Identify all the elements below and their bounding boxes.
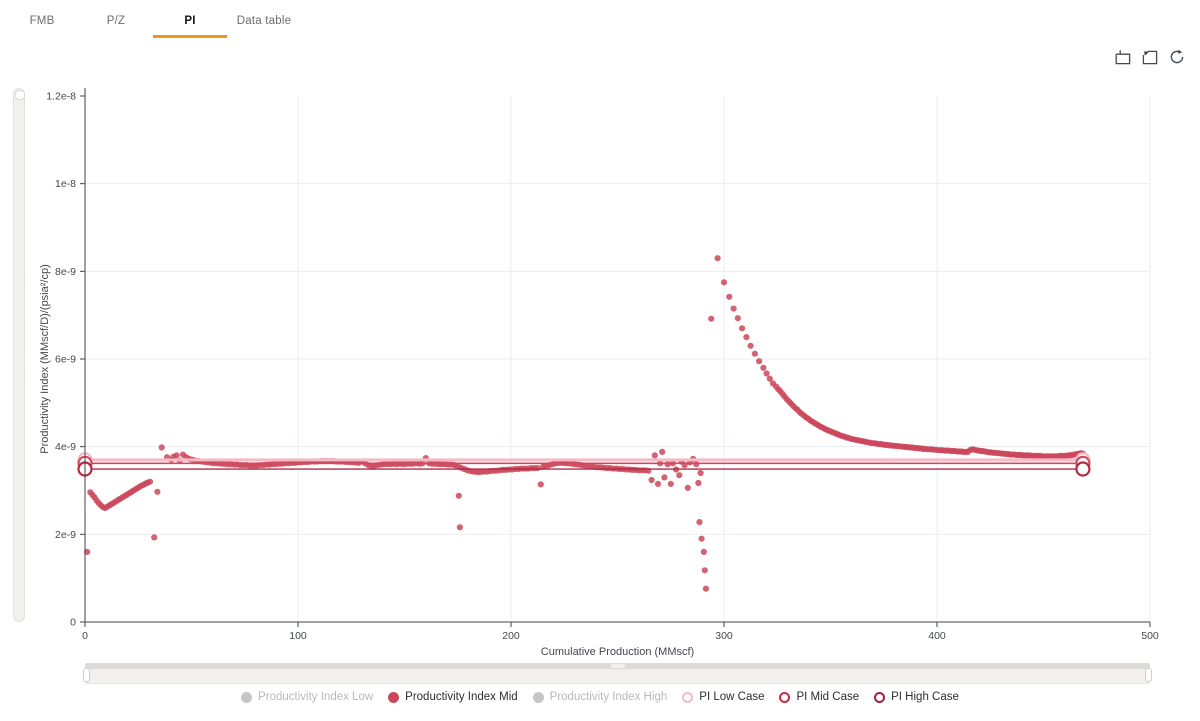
- x-range-slider-track[interactable]: [85, 663, 1150, 669]
- pi-case-lines: [77, 452, 1091, 477]
- x-tick-label: 400: [928, 630, 946, 642]
- tab-pi[interactable]: PI: [153, 6, 227, 38]
- y-axis-range-slider[interactable]: [13, 88, 25, 622]
- legend-dot-icon: [532, 691, 544, 703]
- legend-item-pi-low-case[interactable]: PI Low Case: [682, 691, 764, 703]
- y-tick-label: 1e-8: [55, 178, 76, 190]
- legend-dot-icon: [241, 691, 253, 703]
- x-range-slider-left-handle[interactable]: [83, 668, 90, 682]
- legend-label: PI Mid Case: [796, 691, 860, 703]
- tab-bar: FMB P/Z PI Data table: [5, 6, 301, 38]
- y-axis-title: Productivity Index (MMscf/D)/(psia²/cp): [39, 264, 51, 453]
- y-tick-label: 6e-9: [55, 354, 76, 366]
- case-line-end-marker: [1075, 461, 1091, 477]
- x-tick-label: 200: [502, 630, 520, 642]
- legend-label: Productivity Index High: [549, 691, 668, 703]
- tab-data-table[interactable]: Data table: [227, 6, 301, 38]
- legend-label: PI Low Case: [699, 691, 765, 703]
- legend-item-productivity-index-mid[interactable]: Productivity Index Mid: [388, 691, 518, 703]
- axes: 0 2e-9 4e-9 6e-9 8e-9 1e-8 1.2e-8 0 100 200 300 400…: [39, 88, 1159, 658]
- chart-legend: Productivity Index Low Productivity Index…: [0, 691, 1200, 703]
- tab-fmb[interactable]: FMB: [5, 6, 79, 38]
- gridlines: [85, 96, 1151, 622]
- legend-ring-icon: [779, 691, 791, 703]
- x-tick-label: 100: [289, 630, 307, 642]
- x-axis-title: Cumulative Production (MMscf): [541, 646, 694, 658]
- y-tick-label: 1.2e-8: [46, 91, 76, 103]
- x-range-slider-right-handle[interactable]: [1145, 668, 1152, 682]
- legend-item-productivity-index-low[interactable]: Productivity Index Low: [241, 691, 373, 703]
- x-tick-label: 300: [715, 630, 733, 642]
- x-tick-label: 500: [1141, 630, 1159, 642]
- legend-item-pi-mid-case[interactable]: PI Mid Case: [779, 691, 859, 703]
- legend-item-pi-high-case[interactable]: PI High Case: [874, 691, 959, 703]
- y-tick-label: 4e-9: [55, 441, 76, 453]
- tab-label: P/Z: [106, 14, 126, 27]
- legend-label: Productivity Index Low: [258, 691, 374, 703]
- pi-chart-plot[interactable]: 0 2e-9 4e-9 6e-9 8e-9 1e-8 1.2e-8 0 100 200 300 400…: [0, 0, 1200, 660]
- tab-p-z[interactable]: P/Z: [79, 6, 153, 38]
- legend-label: Productivity Index Mid: [405, 691, 518, 703]
- x-tick-label: 0: [82, 630, 88, 642]
- legend-label: PI High Case: [891, 691, 959, 703]
- scatter-series-pi-mid: [84, 255, 1086, 592]
- x-range-slider-body[interactable]: [85, 669, 1150, 684]
- legend-item-productivity-index-high[interactable]: Productivity Index High: [532, 691, 668, 703]
- y-tick-label: 2e-9: [55, 529, 76, 541]
- legend-dot-icon: [388, 691, 400, 703]
- x-range-slider-center-handle[interactable]: [610, 664, 625, 668]
- legend-ring-icon: [682, 691, 694, 703]
- tab-label: PI: [184, 14, 196, 27]
- zoom-out-icon[interactable]: [1141, 48, 1159, 66]
- y-tick-label: 0: [70, 617, 76, 629]
- box-zoom-icon[interactable]: [1114, 48, 1132, 66]
- legend-ring-icon: [874, 691, 886, 703]
- y-range-slider-handle[interactable]: [15, 90, 25, 100]
- tab-label: FMB: [29, 14, 55, 27]
- x-axis-range-slider[interactable]: [83, 663, 1152, 684]
- tab-label: Data table: [236, 14, 292, 27]
- y-tick-label: 8e-9: [55, 266, 76, 278]
- reset-zoom-icon[interactable]: [1168, 48, 1186, 66]
- chart-toolbar: [1114, 48, 1186, 66]
